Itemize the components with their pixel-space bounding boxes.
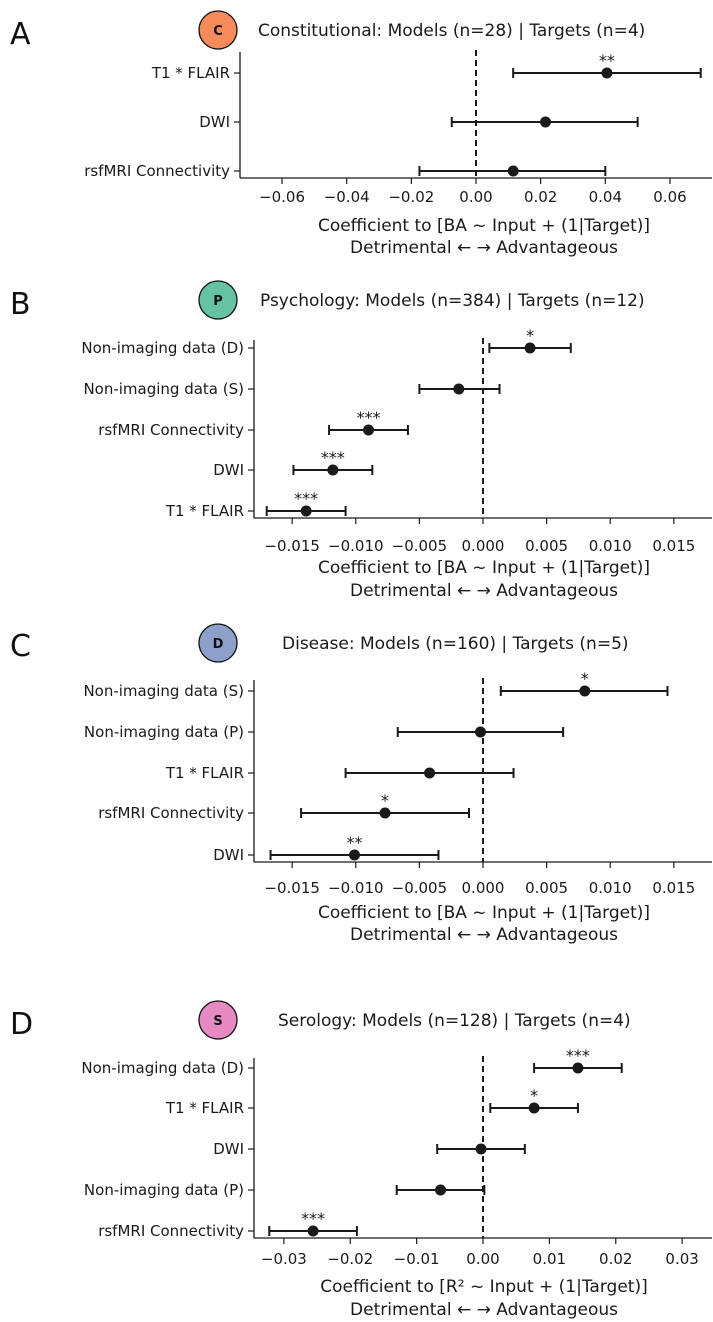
x-axis-label: Coefficient to [R² ~ Input + (1|Target)] xyxy=(320,1277,647,1297)
x-axis-direction-label: Detrimental ← → Advantageous xyxy=(350,581,618,601)
y-category-label: T1 * FLAIR xyxy=(151,64,230,82)
coefficient-point xyxy=(435,1185,446,1196)
y-category-label: DWI xyxy=(213,846,244,864)
coefficient-point xyxy=(540,117,551,128)
x-tick-label: 0.03 xyxy=(665,1250,698,1268)
panel-b: B P Psychology: Models (n=384) | Targets (… xyxy=(10,281,712,601)
x-tick-label: 0.06 xyxy=(653,188,686,206)
x-tick-label: 0.005 xyxy=(525,537,568,555)
panel-letter: C xyxy=(10,629,31,664)
x-tick-label: 0.015 xyxy=(652,879,695,897)
y-category-label: T1 * FLAIR xyxy=(165,1099,244,1117)
x-axis-label: Coefficient to [BA ~ Input + (1|Target)] xyxy=(318,558,650,578)
coefficient-point xyxy=(424,768,435,779)
panel-title: Disease: Models (n=160) | Targets (n=5) xyxy=(282,634,629,654)
y-category-label: DWI xyxy=(213,461,244,479)
x-axis-label: Coefficient to [BA ~ Input + (1|Target)] xyxy=(318,216,650,236)
panel-title: Psychology: Models (n=384) | Targets (n=… xyxy=(260,291,645,311)
y-category-label: Non-imaging data (S) xyxy=(83,682,244,700)
y-category-label: T1 * FLAIR xyxy=(165,764,244,782)
panel-letter: A xyxy=(10,17,31,52)
y-category-label: rsfMRI Connectivity xyxy=(84,162,230,180)
y-category-label: Non-imaging data (D) xyxy=(81,1059,244,1077)
y-category-label: Non-imaging data (P) xyxy=(84,723,244,741)
y-category-label: Non-imaging data (S) xyxy=(83,380,244,398)
x-tick-label: 0.02 xyxy=(524,188,557,206)
panel-title: Constitutional: Models (n=28) | Targets … xyxy=(258,21,645,41)
panel-title: Serology: Models (n=128) | Targets (n=4) xyxy=(278,1011,631,1031)
y-category-label: rsfMRI Connectivity xyxy=(98,421,244,439)
x-tick-label: −0.010 xyxy=(328,879,384,897)
x-tick-label: −0.04 xyxy=(324,188,370,206)
x-axis-label: Coefficient to [BA ~ Input + (1|Target)] xyxy=(318,903,650,923)
x-tick-label: 0.000 xyxy=(462,537,505,555)
significance-label: *** xyxy=(294,489,318,508)
x-tick-label: 0.010 xyxy=(589,537,632,555)
x-tick-label: −0.01 xyxy=(394,1250,440,1268)
x-tick-label: −0.010 xyxy=(328,537,384,555)
significance-label: *** xyxy=(357,408,381,427)
significance-label: * xyxy=(581,669,589,688)
significance-label: ** xyxy=(599,51,615,70)
y-category-label: DWI xyxy=(213,1140,244,1158)
significance-label: * xyxy=(381,791,389,810)
category-badge-letter: D xyxy=(213,637,224,652)
category-badge-letter: S xyxy=(213,1014,222,1029)
x-tick-label: −0.02 xyxy=(327,1250,373,1268)
significance-label: * xyxy=(530,1086,538,1105)
panel-c: C D Disease: Models (n=160) | Targets (n=5… xyxy=(10,624,712,945)
x-tick-label: −0.005 xyxy=(392,879,448,897)
y-category-label: rsfMRI Connectivity xyxy=(98,804,244,822)
panel-letter: B xyxy=(10,287,31,322)
category-badge-letter: P xyxy=(213,294,223,309)
x-axis-direction-label: Detrimental ← → Advantageous xyxy=(350,925,618,945)
significance-label: * xyxy=(526,326,534,345)
y-category-label: T1 * FLAIR xyxy=(165,502,244,520)
y-category-label: rsfMRI Connectivity xyxy=(98,1222,244,1240)
x-tick-label: 0.01 xyxy=(533,1250,566,1268)
x-tick-label: 0.00 xyxy=(459,188,492,206)
significance-label: *** xyxy=(301,1209,325,1228)
y-category-label: Non-imaging data (D) xyxy=(81,339,244,357)
coefficient-point xyxy=(476,1144,487,1155)
coefficient-point xyxy=(453,384,464,395)
significance-label: *** xyxy=(321,448,345,467)
x-tick-label: −0.03 xyxy=(261,1250,307,1268)
significance-label: ** xyxy=(347,833,363,852)
x-tick-label: 0.04 xyxy=(589,188,622,206)
x-tick-label: 0.005 xyxy=(525,879,568,897)
significance-label: *** xyxy=(566,1046,590,1065)
category-badge-letter: C xyxy=(213,24,223,39)
y-category-label: DWI xyxy=(199,113,230,131)
x-tick-label: 0.010 xyxy=(589,879,632,897)
x-tick-label: 0.02 xyxy=(599,1250,632,1268)
y-category-label: Non-imaging data (P) xyxy=(84,1181,244,1199)
x-tick-label: −0.015 xyxy=(264,537,320,555)
x-axis-direction-label: Detrimental ← → Advantageous xyxy=(350,1300,618,1320)
panel-letter: D xyxy=(10,1007,33,1042)
x-tick-label: 0.015 xyxy=(652,537,695,555)
x-axis-direction-label: Detrimental ← → Advantageous xyxy=(350,238,618,258)
coefficient-point xyxy=(475,727,486,738)
x-tick-label: −0.02 xyxy=(388,188,434,206)
coefficient-point xyxy=(508,166,519,177)
x-tick-label: −0.015 xyxy=(264,879,320,897)
x-tick-label: −0.06 xyxy=(259,188,305,206)
x-tick-label: 0.000 xyxy=(462,879,505,897)
panel-a: A C Constitutional: Models (n=28) | Target… xyxy=(10,11,712,258)
x-tick-label: −0.005 xyxy=(392,537,448,555)
panel-d: D S Serology: Models (n=128) | Targets (n=… xyxy=(10,1001,712,1320)
x-tick-label: 0.00 xyxy=(466,1250,499,1268)
